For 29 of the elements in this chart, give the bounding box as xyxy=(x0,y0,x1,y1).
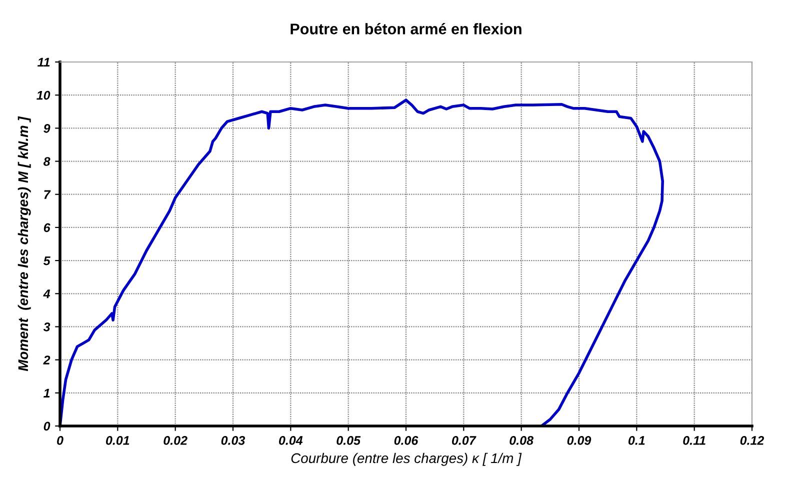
y-tick-label: 6 xyxy=(44,223,50,232)
x-tick-label: 0.02 xyxy=(164,436,188,445)
x-tick-label: 0.12 xyxy=(740,436,764,445)
x-tick-label: 0.08 xyxy=(510,436,534,445)
x-tick-label: 0 xyxy=(57,436,64,445)
x-tick-label: 0.1 xyxy=(628,436,645,445)
y-tick-label: 1 xyxy=(44,388,50,398)
y-tick-label: 0 xyxy=(44,422,50,431)
x-tick-label: 0.03 xyxy=(221,436,246,445)
x-tick-label: 0.11 xyxy=(683,436,706,445)
y-tick-label: 10 xyxy=(36,90,50,100)
y-tick-label: 5 xyxy=(43,256,50,266)
x-tick-label: 0.09 xyxy=(567,436,592,445)
x-tick-label: 0.06 xyxy=(394,436,418,445)
x-tick-label: 0.05 xyxy=(336,436,361,445)
y-tick-label: 11 xyxy=(38,58,50,67)
chart-title: Poutre en béton armé en flexion xyxy=(290,23,522,34)
x-axis-title: Courbure (entre les charges) κ [ 1/m ] xyxy=(291,452,522,466)
y-tick-label: 8 xyxy=(43,157,50,166)
y-tick-label: 2 xyxy=(43,356,50,364)
y-tick-label: 4 xyxy=(43,290,50,298)
y-tick-label: 9 xyxy=(44,124,50,133)
x-tick-label: 0.04 xyxy=(279,436,303,445)
y-tick-label: 7 xyxy=(44,190,51,199)
x-tick-label: 0.01 xyxy=(106,436,130,445)
y-tick-label: 3 xyxy=(43,322,50,332)
line-series xyxy=(60,98,664,426)
y-axis-title: Moment (entre les charges) M [ kN.m ] xyxy=(18,116,31,372)
x-tick-label: 0.07 xyxy=(452,436,476,445)
